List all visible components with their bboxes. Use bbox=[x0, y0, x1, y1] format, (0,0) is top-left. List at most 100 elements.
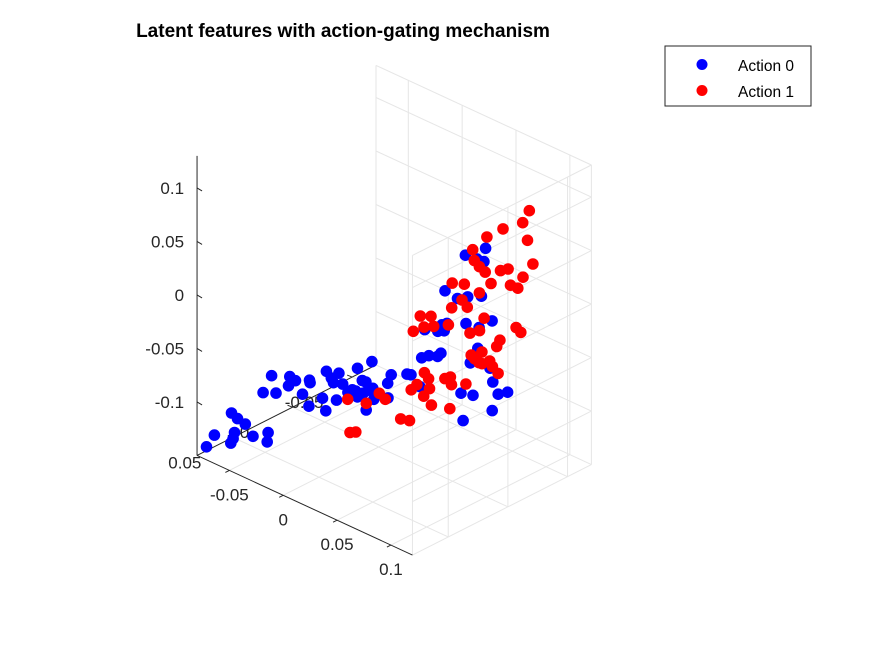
data-point bbox=[445, 378, 458, 391]
data-point bbox=[460, 317, 472, 330]
x-tick bbox=[225, 469, 230, 473]
data-point bbox=[304, 376, 316, 389]
data-point bbox=[515, 326, 527, 339]
data-point bbox=[200, 441, 213, 453]
grid-line-side-z bbox=[412, 410, 592, 502]
data-point bbox=[497, 223, 509, 235]
data-point bbox=[478, 312, 490, 325]
back-edge bbox=[412, 464, 592, 556]
data-point bbox=[512, 282, 524, 295]
data-point bbox=[460, 378, 472, 390]
data-point bbox=[442, 319, 455, 331]
data-point bbox=[411, 378, 423, 391]
z-tick-label: 0 bbox=[175, 286, 184, 305]
x-axis-line bbox=[196, 454, 413, 556]
data-point bbox=[494, 334, 506, 347]
back-edge bbox=[375, 64, 592, 166]
data-point bbox=[330, 394, 343, 406]
chart-title: Latent features with action-gating mecha… bbox=[136, 21, 550, 42]
data-point bbox=[351, 362, 364, 375]
data-point bbox=[418, 321, 430, 333]
back-edge bbox=[412, 164, 592, 256]
data-point bbox=[487, 376, 499, 388]
data-point bbox=[464, 327, 476, 339]
legend-label-action-1: Action 1 bbox=[738, 84, 794, 101]
data-point bbox=[476, 346, 488, 358]
data-point bbox=[296, 388, 309, 401]
series-action-1 bbox=[341, 204, 539, 439]
data-point bbox=[405, 369, 417, 381]
data-point bbox=[481, 231, 493, 243]
data-point bbox=[423, 349, 435, 362]
data-point bbox=[320, 405, 332, 417]
data-point bbox=[458, 278, 471, 291]
data-point bbox=[457, 414, 469, 427]
x-tick-label: 0.05 bbox=[321, 535, 354, 554]
data-point bbox=[394, 413, 407, 425]
data-point bbox=[444, 402, 456, 415]
data-point bbox=[473, 324, 486, 337]
data-point bbox=[456, 294, 468, 306]
data-point bbox=[366, 355, 378, 368]
grid-line-back-z bbox=[375, 204, 592, 305]
data-points bbox=[200, 204, 539, 453]
x-tick bbox=[332, 519, 338, 523]
data-point bbox=[208, 429, 221, 441]
legend-marker-action-1 bbox=[696, 85, 708, 96]
series-action-0 bbox=[200, 242, 514, 453]
y-tick bbox=[346, 374, 353, 378]
data-point bbox=[494, 264, 507, 277]
z-tick bbox=[196, 401, 203, 406]
data-point bbox=[316, 392, 329, 405]
data-point bbox=[467, 389, 479, 402]
legend-marker-action-0 bbox=[696, 59, 708, 70]
data-point bbox=[350, 426, 362, 438]
data-point bbox=[414, 310, 427, 322]
data-point bbox=[425, 310, 437, 323]
grid-line-floor-x bbox=[390, 454, 571, 546]
grid-line-side-z bbox=[412, 196, 592, 288]
data-point bbox=[492, 367, 504, 380]
grid-line-floor-y bbox=[292, 406, 509, 508]
data-point bbox=[265, 369, 278, 382]
data-point bbox=[468, 254, 481, 267]
z-tick-label: -0.1 bbox=[155, 393, 184, 412]
data-point bbox=[439, 285, 451, 297]
data-point bbox=[261, 436, 274, 448]
data-point bbox=[356, 374, 369, 387]
data-point bbox=[521, 234, 534, 247]
data-point bbox=[333, 367, 345, 380]
data-point bbox=[435, 347, 447, 360]
data-point bbox=[473, 287, 486, 299]
z-tick bbox=[196, 241, 203, 245]
x-tick-label: 0 bbox=[278, 510, 287, 529]
z-tick-label: -0.05 bbox=[145, 339, 184, 358]
y-tick bbox=[287, 404, 293, 408]
data-point bbox=[360, 397, 373, 410]
z-tick-label: 0.1 bbox=[160, 179, 184, 198]
grid-line-floor-x bbox=[336, 429, 517, 521]
y-tick-label: 0.05 bbox=[168, 453, 201, 472]
x-tick-label: -0.05 bbox=[210, 485, 249, 504]
data-point bbox=[341, 393, 354, 406]
data-point bbox=[336, 378, 349, 390]
legend: Action 0 Action 1 bbox=[664, 45, 812, 107]
grid-line-back-z bbox=[375, 150, 592, 252]
data-point bbox=[523, 204, 536, 217]
data-point bbox=[466, 243, 479, 256]
data-point bbox=[427, 320, 440, 333]
data-point bbox=[455, 387, 467, 400]
grid-line-back-z bbox=[375, 257, 592, 359]
legend-box bbox=[664, 45, 812, 107]
data-point bbox=[257, 386, 269, 399]
data-point bbox=[289, 374, 302, 387]
data-point bbox=[486, 404, 499, 417]
data-point bbox=[425, 399, 438, 411]
data-point bbox=[446, 277, 459, 289]
data-point bbox=[270, 387, 282, 399]
data-point bbox=[527, 258, 539, 270]
data-point bbox=[492, 388, 505, 401]
data-point bbox=[445, 302, 458, 314]
back-edge bbox=[375, 364, 592, 466]
